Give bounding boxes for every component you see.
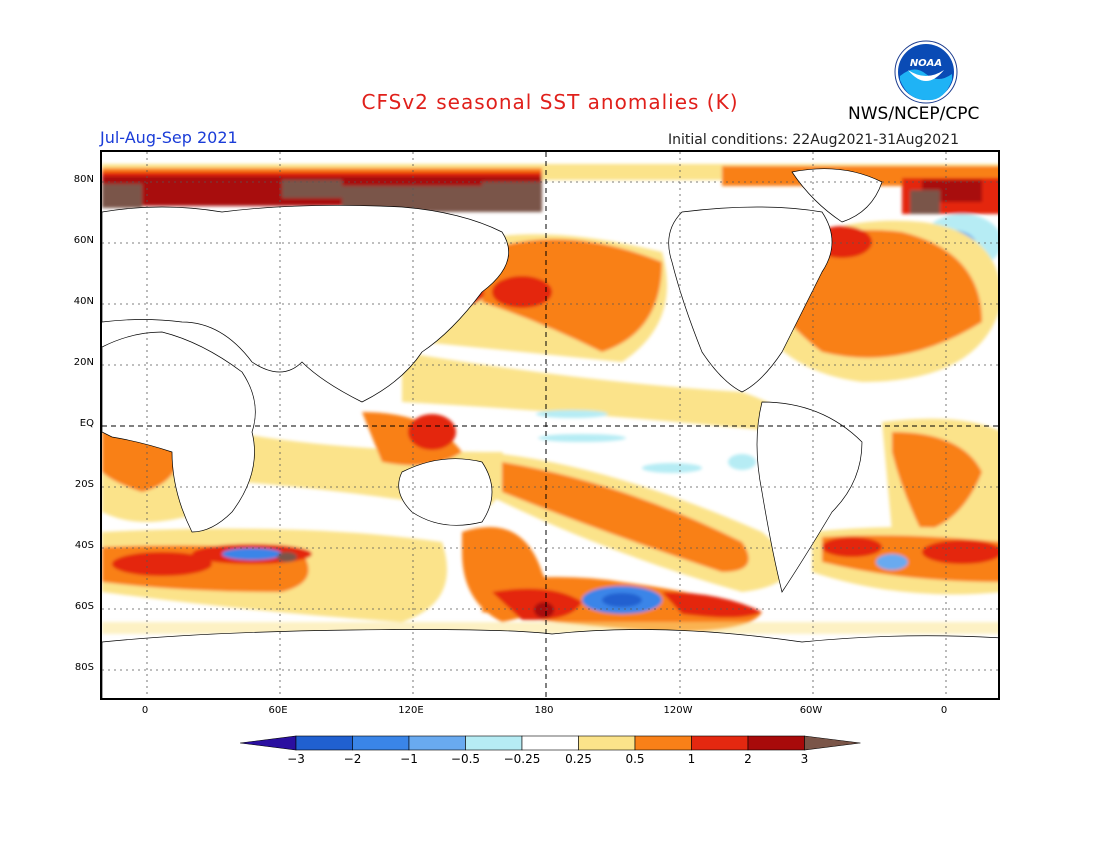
lat-label-60n: 60N [73,235,94,246]
map-canvas [102,152,998,698]
lat-label-80s: 80S [74,662,94,673]
colorbar-tick-label: −3 [287,752,305,766]
lon-label-180: 180 [534,705,554,716]
colorbar-cell [691,735,749,751]
noaa-logo-text: NOAA [910,58,942,69]
colorbar-tick-label: 0.5 [625,752,645,766]
colorbar-cell [634,735,692,751]
africa-continent [102,331,256,533]
equator-dateline [102,152,998,698]
lon-label-60e: 60E [268,705,288,716]
lat-label-eq: EQ [79,418,94,429]
map-title: CFSv2 seasonal SST anomalies (K) [361,90,739,114]
land-masses [102,168,998,698]
noaa-logo: NOAA [894,40,958,104]
colorbar-tick-label: −1 [400,752,418,766]
organization-label: NWS/NCEP/CPC [848,104,980,124]
colorbar-tick-label: 3 [800,752,809,766]
colorbar-min-triangle [240,735,297,751]
lon-label-120e: 120E [398,705,424,716]
colorbar-tick-label: 0.25 [565,752,592,766]
colorbar-cell [352,735,410,751]
initial-conditions-label: Initial conditions: 22Aug2021-31Aug2021 [668,132,959,148]
colorbar-tick-label: 1 [687,752,696,766]
lat-label-40s: 40S [74,540,94,551]
colorbar-cell [521,735,579,751]
colorbar-cell [295,735,353,751]
season-label: Jul-Aug-Sep 2021 [100,128,238,147]
graticule [102,152,998,698]
lat-label-20s: 20S [74,479,94,490]
lon-label-0-east: 0 [940,705,948,716]
colorbar-cell [578,735,636,751]
lon-label-0-west: 0 [141,705,149,716]
lat-label-20n: 20N [73,357,94,368]
lat-label-40n: 40N [73,296,94,307]
colorbar-cell [465,735,523,751]
colorbar-cell [408,735,466,751]
eurasia-continent [102,204,510,403]
australia-continent [398,458,493,526]
north-america-continent [668,206,833,393]
colorbar [240,735,861,751]
lon-label-120w: 120W [663,705,693,716]
antarctica-continent [102,629,998,698]
colorbar-tick-label: −2 [343,752,362,766]
colorbar-cell [747,735,805,751]
colorbar-max-triangle [804,735,861,751]
lat-label-80n: 80N [73,174,94,185]
colorbar-tick-label: −0.5 [450,752,481,766]
sst-anomaly-map [100,150,1000,700]
colorbar-tick-label: 2 [744,752,752,766]
colorbar-tick-label: −0.25 [503,752,541,766]
lat-label-60s: 60S [74,601,94,612]
south-america-continent [756,401,863,593]
lon-label-60w: 60W [799,705,823,716]
